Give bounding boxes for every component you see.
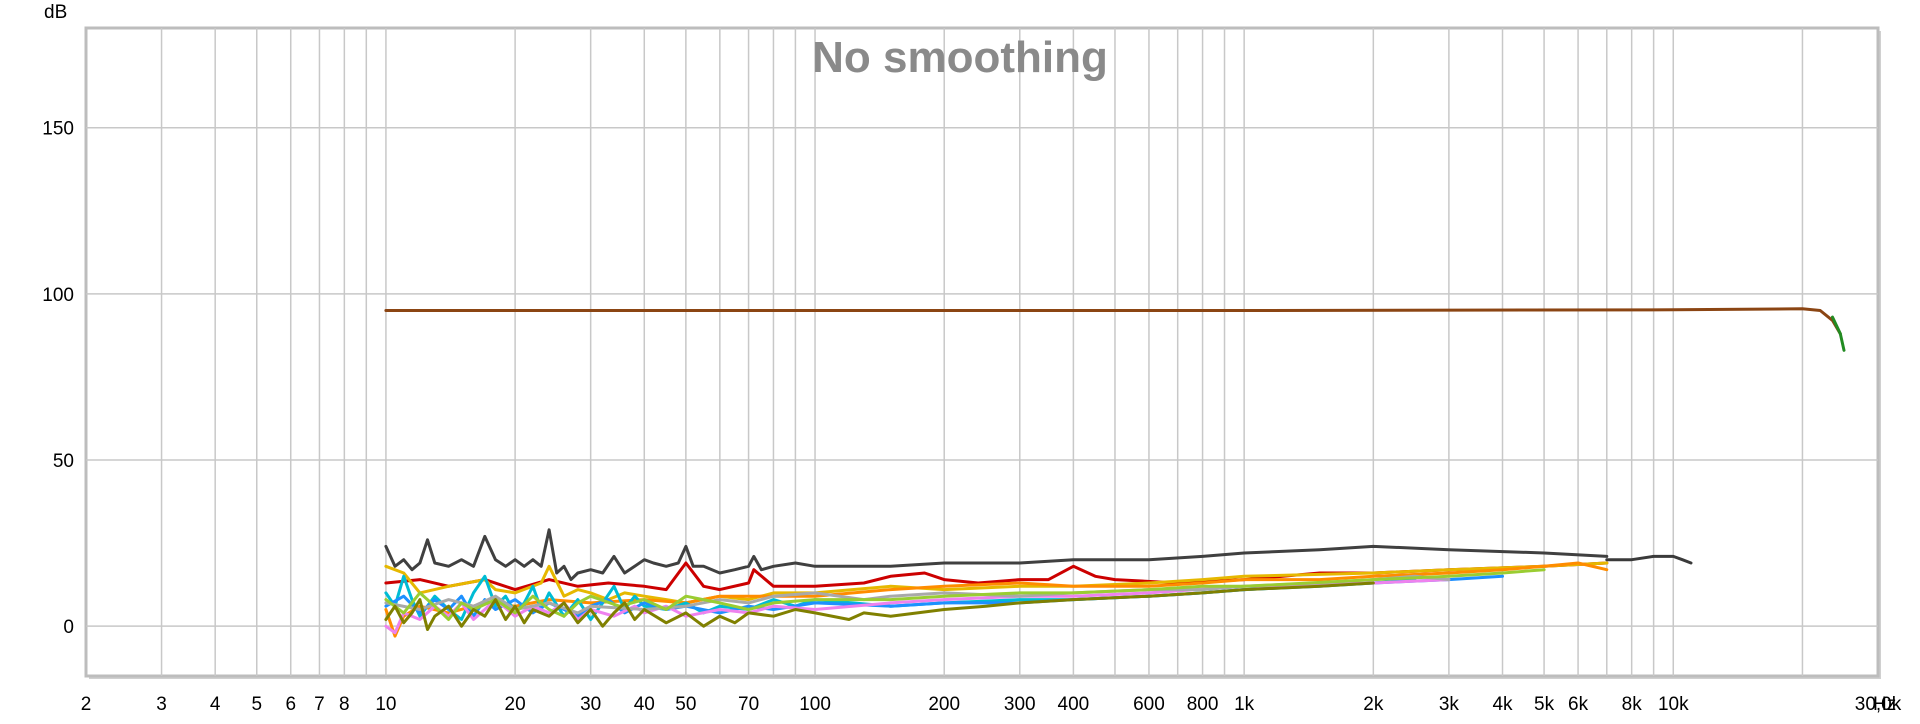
x-tick-label: 20 [505, 694, 526, 715]
x-axis-unit-label: Hz [1873, 694, 1896, 715]
series-line-2 [1831, 315, 1846, 352]
x-tick-label: 800 [1187, 694, 1219, 715]
y-tick-label: 150 [42, 119, 74, 140]
x-tick-label: 30,0k [1855, 694, 1902, 715]
x-tick-label: 100 [799, 694, 831, 715]
x-tick-label: 8 [339, 694, 350, 715]
x-tick-label: 600 [1133, 694, 1165, 715]
plot-area [84, 26, 1881, 679]
x-tick-label: 4k [1492, 694, 1513, 715]
x-tick-label: 70 [738, 694, 759, 715]
x-tick-label: 6k [1568, 694, 1589, 715]
series-line-4 [1605, 554, 1693, 565]
y-axis-unit-label: dB [44, 2, 67, 23]
axis-labels: 2 3 4 5 6 7 8 10 20 30 40 50 70 100 200 300 400 600 800 1k 2… [42, 119, 1901, 715]
x-tick-label: 3k [1439, 694, 1460, 715]
y-tick-label: 0 [63, 617, 74, 638]
series-line-1 [384, 307, 1842, 336]
series-lines [384, 307, 1846, 638]
x-tick-label: 300 [1004, 694, 1036, 715]
x-tick-label: 6 [285, 694, 296, 715]
x-tick-label: 3 [156, 694, 167, 715]
x-tick-label: 5 [251, 694, 262, 715]
x-tick-label: 30 [580, 694, 601, 715]
grid-lines [86, 28, 1878, 676]
x-tick-label: 50 [675, 694, 696, 715]
x-tick-label: 5k [1534, 694, 1555, 715]
x-tick-label: 4 [210, 694, 221, 715]
x-tick-label: 200 [928, 694, 960, 715]
x-tick-label: 1k [1234, 694, 1255, 715]
chart-title: No smoothing [812, 33, 1108, 82]
plot-border [84, 26, 1880, 678]
x-tick-label: 2k [1363, 694, 1384, 715]
series-line-12 [384, 568, 1546, 621]
x-tick-label: 2 [81, 694, 92, 715]
x-tick-label: 10k [1658, 694, 1689, 715]
y-tick-label: 50 [53, 451, 74, 472]
x-tick-label: 400 [1058, 694, 1090, 715]
x-tick-label: 8k [1622, 694, 1643, 715]
x-tick-label: 40 [634, 694, 655, 715]
series-line-13 [384, 581, 1375, 631]
y-tick-label: 100 [42, 285, 74, 306]
x-tick-label: 7 [314, 694, 325, 715]
series-line-3 [384, 528, 1609, 582]
x-tick-label: 10 [375, 694, 396, 715]
series-line-8 [384, 574, 1417, 621]
